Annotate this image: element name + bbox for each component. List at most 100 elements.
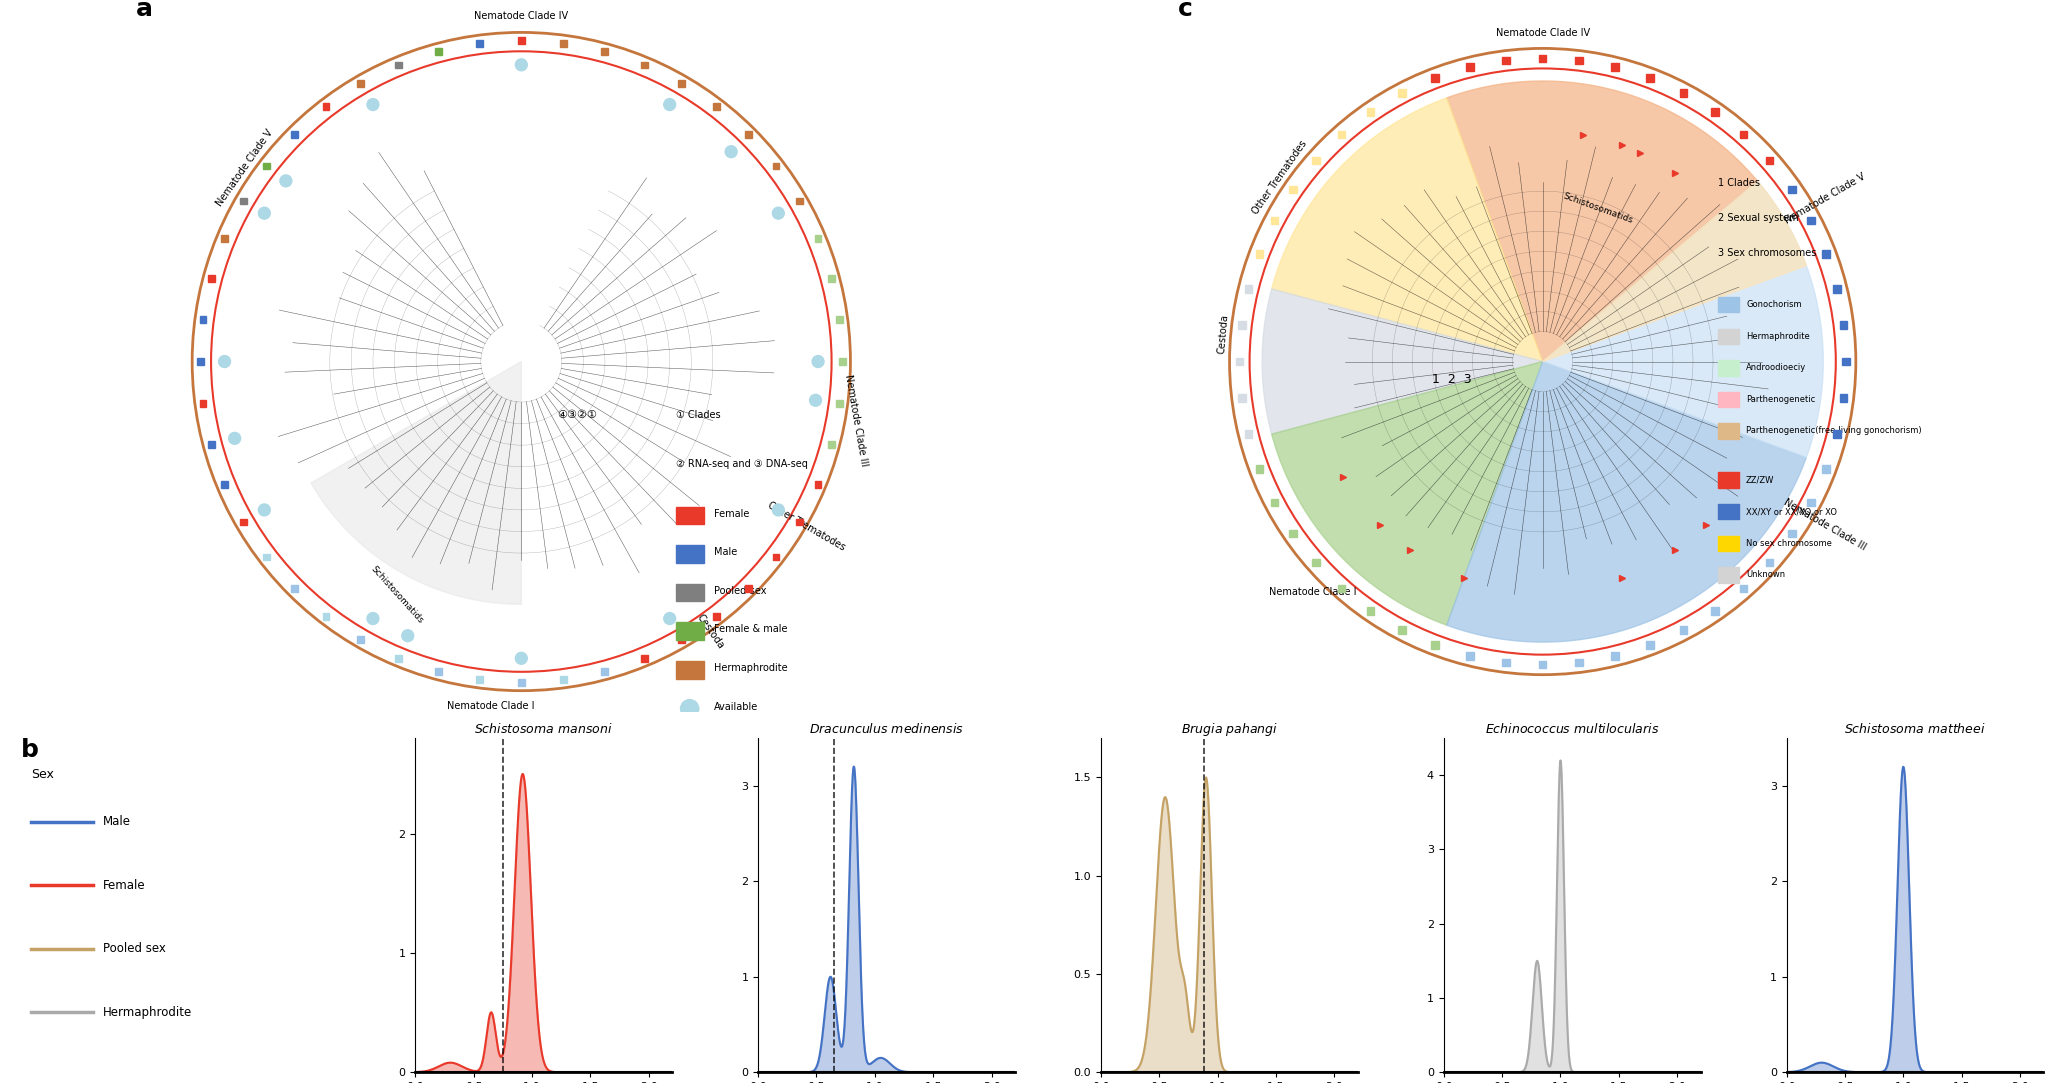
Text: Unknown: Unknown xyxy=(1746,571,1785,579)
Text: 1 Clades: 1 Clades xyxy=(1717,179,1761,188)
Bar xyxy=(1432,641,1439,649)
Bar xyxy=(1465,64,1474,71)
Title: $\it{Schistosoma\ mansoni}$: $\it{Schistosoma\ mansoni}$ xyxy=(475,721,613,735)
Bar xyxy=(518,37,524,44)
Text: Male: Male xyxy=(103,815,130,828)
Bar xyxy=(1238,394,1245,402)
Bar xyxy=(1711,108,1719,116)
Bar xyxy=(264,162,270,169)
Bar xyxy=(1808,217,1814,224)
Bar xyxy=(477,40,483,47)
Circle shape xyxy=(281,175,291,187)
Bar xyxy=(1808,498,1814,506)
Polygon shape xyxy=(1542,181,1823,457)
Circle shape xyxy=(258,207,270,219)
Bar xyxy=(1503,57,1511,64)
Bar xyxy=(601,48,607,55)
Text: 3 Sex chromosomes: 3 Sex chromosomes xyxy=(1717,248,1816,259)
FancyBboxPatch shape xyxy=(1717,535,1740,551)
Bar xyxy=(200,400,206,407)
Bar xyxy=(797,519,803,525)
Circle shape xyxy=(772,504,784,516)
Text: Cestoda: Cestoda xyxy=(696,612,727,650)
Bar xyxy=(394,62,402,68)
Bar xyxy=(1833,285,1841,292)
Text: Nematode Clade III: Nematode Clade III xyxy=(1781,497,1868,552)
Polygon shape xyxy=(1447,362,1806,642)
Bar xyxy=(239,198,248,205)
Bar xyxy=(1313,559,1319,566)
Bar xyxy=(264,553,270,560)
Text: Female & male: Female & male xyxy=(714,625,788,635)
Circle shape xyxy=(809,394,821,406)
Bar xyxy=(745,131,751,138)
Bar xyxy=(1647,75,1653,82)
Bar xyxy=(836,400,842,407)
Bar xyxy=(1711,608,1719,615)
Bar xyxy=(679,80,685,87)
Bar xyxy=(208,275,215,282)
Bar xyxy=(1271,498,1278,506)
Circle shape xyxy=(665,613,675,625)
Circle shape xyxy=(516,58,526,70)
Bar xyxy=(436,668,442,675)
Bar xyxy=(357,80,363,87)
Bar xyxy=(559,40,568,47)
Bar xyxy=(239,519,248,525)
Bar xyxy=(1575,658,1583,666)
Bar xyxy=(640,655,648,662)
FancyBboxPatch shape xyxy=(1717,504,1740,520)
Text: XX/XY or XX/XO or XO: XX/XY or XX/XO or XO xyxy=(1746,507,1837,517)
Text: ② RNA-seq and ③ DNA-seq: ② RNA-seq and ③ DNA-seq xyxy=(675,459,807,469)
Bar xyxy=(1366,608,1375,615)
Circle shape xyxy=(367,99,380,110)
Text: Nematode Clade I: Nematode Clade I xyxy=(1269,587,1356,597)
Bar xyxy=(394,655,402,662)
Bar xyxy=(1680,626,1686,634)
Text: Available: Available xyxy=(714,702,757,712)
FancyBboxPatch shape xyxy=(1717,361,1740,376)
Bar xyxy=(291,131,297,138)
Text: Hermaphrodite: Hermaphrodite xyxy=(103,1005,192,1018)
Bar xyxy=(1337,585,1346,592)
Text: Pooled sex: Pooled sex xyxy=(103,942,165,955)
Bar xyxy=(601,668,607,675)
Circle shape xyxy=(367,613,380,625)
Circle shape xyxy=(811,355,824,367)
Text: No sex chromosome: No sex chromosome xyxy=(1746,538,1833,548)
FancyBboxPatch shape xyxy=(1717,423,1740,439)
Bar xyxy=(838,358,846,365)
Bar xyxy=(221,481,229,487)
Bar xyxy=(322,613,330,619)
Bar xyxy=(828,275,834,282)
Bar xyxy=(1465,652,1474,660)
Text: ① Clades: ① Clades xyxy=(675,409,720,420)
FancyBboxPatch shape xyxy=(1717,392,1740,407)
Bar xyxy=(1823,466,1831,473)
Title: $\it{Dracunculus\ medinensis}$: $\it{Dracunculus\ medinensis}$ xyxy=(809,721,964,735)
Text: Parthenogenetic: Parthenogenetic xyxy=(1746,395,1816,404)
Bar xyxy=(208,441,215,448)
Bar xyxy=(1366,108,1375,116)
Bar xyxy=(1337,131,1346,139)
Circle shape xyxy=(516,652,526,664)
FancyBboxPatch shape xyxy=(1717,328,1740,344)
Text: Hermaphrodite: Hermaphrodite xyxy=(1746,331,1810,341)
Text: Female: Female xyxy=(714,509,749,519)
Text: Female: Female xyxy=(103,878,144,891)
Text: Schistosomatids: Schistosomatids xyxy=(369,564,425,626)
Bar xyxy=(640,62,648,68)
Bar xyxy=(815,235,821,243)
Bar xyxy=(714,613,720,619)
Text: Cestoda: Cestoda xyxy=(1216,313,1230,354)
Bar xyxy=(1238,322,1245,329)
Text: Pooled-sex: Pooled-sex xyxy=(714,586,766,596)
Bar xyxy=(357,636,363,643)
Title: $\it{Echinococcus\ multilocularis}$: $\it{Echinococcus\ multilocularis}$ xyxy=(1484,721,1659,735)
Bar xyxy=(1680,90,1686,96)
Text: c: c xyxy=(1179,0,1193,21)
Bar xyxy=(1740,585,1748,592)
Bar xyxy=(1787,530,1796,537)
Polygon shape xyxy=(312,362,522,604)
Text: 1  2  3: 1 2 3 xyxy=(1432,373,1472,386)
